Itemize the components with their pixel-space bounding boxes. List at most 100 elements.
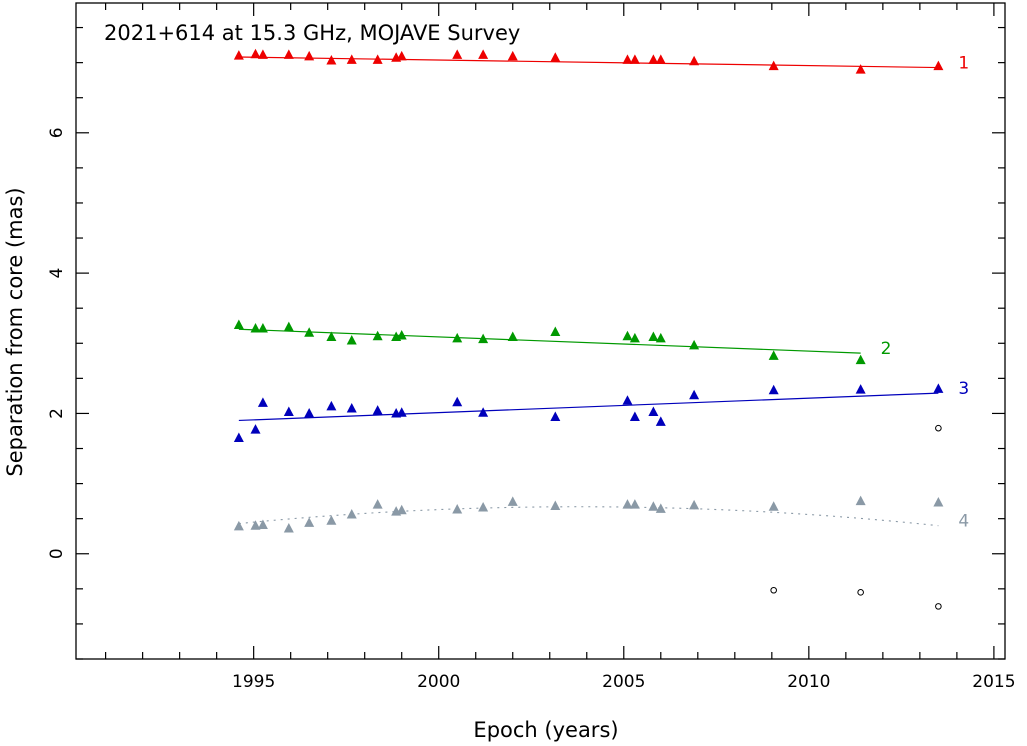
data-point-1	[250, 48, 261, 59]
x-tick-label: 1995	[232, 672, 275, 692]
data-point-1	[233, 50, 244, 60]
data-point-1	[257, 49, 268, 59]
data-point-4	[452, 504, 463, 514]
y-tick-label: 2	[47, 408, 67, 419]
data-point-2	[768, 350, 779, 360]
series-label-1: 1	[958, 54, 969, 74]
x-tick-label: 2005	[602, 672, 645, 692]
fit-line-2	[238, 328, 861, 354]
data-point-3	[326, 400, 337, 411]
data-point-1	[507, 50, 518, 61]
data-point-1	[304, 50, 315, 61]
data-point-2	[689, 339, 700, 350]
data-point-1	[326, 55, 337, 65]
data-point-3	[452, 396, 463, 407]
data-point-2	[233, 319, 244, 330]
data-point-1	[622, 54, 633, 64]
data-point-4	[507, 496, 518, 506]
data-point-2	[622, 330, 633, 341]
fit-line-4	[238, 506, 939, 527]
data-point-1	[346, 54, 357, 64]
data-point-1	[629, 54, 640, 64]
data-point-4	[655, 503, 666, 513]
data-point-2	[372, 330, 383, 341]
data-point-2	[507, 331, 518, 341]
fit-lines	[238, 56, 939, 527]
data-point-2	[478, 333, 489, 344]
data-point-3	[233, 432, 244, 442]
data-point-2	[283, 321, 294, 332]
data-point-2	[648, 331, 659, 341]
y-axis-title: Separation from core (mas)	[3, 187, 27, 476]
data-point-4	[550, 500, 561, 511]
data-point-2	[304, 327, 315, 337]
data-point-1	[283, 49, 294, 59]
series-label-2: 2	[881, 339, 892, 359]
data-point-4	[304, 517, 315, 527]
data-point-2	[257, 323, 268, 333]
data-point-unassigned	[770, 586, 777, 594]
data-point-2	[250, 323, 261, 333]
data-point-3	[283, 406, 294, 417]
data-point-1	[648, 54, 659, 64]
data-point-2	[855, 354, 866, 365]
data-point-unassigned	[857, 589, 864, 596]
data-point-2	[326, 331, 337, 341]
y-tick-label: 0	[47, 548, 67, 559]
data-point-3	[396, 407, 407, 417]
data-point-2	[550, 326, 561, 337]
data-point-4	[396, 504, 407, 515]
data-point-1	[550, 52, 561, 62]
data-point-3	[768, 384, 779, 395]
x-axis-title: Epoch (years)	[473, 718, 618, 742]
data-point-3	[250, 424, 261, 434]
data-point-4	[648, 501, 659, 511]
data-points	[233, 48, 944, 610]
data-point-1	[452, 49, 463, 59]
data-point-3	[478, 407, 489, 417]
data-point-3	[372, 405, 383, 415]
chart-title: 2021+614 at 15.3 GHz, MOJAVE Survey	[104, 21, 520, 45]
data-point-3	[346, 403, 357, 413]
data-point-4	[372, 499, 383, 509]
data-point-4	[933, 497, 944, 507]
data-point-4	[689, 499, 700, 510]
fit-line-3	[238, 392, 939, 422]
data-point-3	[655, 416, 666, 426]
data-point-3	[622, 395, 633, 405]
y-tick-label: 6	[47, 127, 67, 138]
data-point-2	[655, 332, 666, 343]
data-point-2	[629, 332, 640, 343]
fit-line-1	[238, 56, 939, 69]
data-point-2	[346, 334, 357, 345]
series-label-4: 4	[958, 512, 969, 532]
data-point-4	[478, 501, 489, 512]
data-point-4	[250, 520, 261, 530]
data-point-4	[346, 508, 357, 519]
data-point-4	[283, 523, 294, 533]
series-label-3: 3	[958, 379, 969, 399]
data-point-1	[396, 50, 407, 61]
data-point-4	[326, 515, 337, 525]
data-point-4	[257, 519, 268, 529]
data-point-3	[689, 389, 700, 400]
axis-ticks	[76, 3, 1005, 660]
data-point-4	[233, 520, 244, 531]
data-point-1	[372, 54, 383, 64]
data-point-1	[768, 60, 779, 71]
data-point-4	[629, 499, 640, 509]
data-point-4	[768, 501, 779, 511]
data-point-1	[478, 49, 489, 59]
data-point-2	[452, 332, 463, 343]
data-point-3	[304, 407, 315, 418]
data-point-1	[689, 55, 700, 66]
tick-labels: 1995 2000 2005 2010 2015 0 2 4 6	[47, 127, 1016, 692]
x-tick-label: 2000	[417, 672, 460, 692]
data-point-2	[396, 330, 407, 340]
data-point-3	[629, 411, 640, 421]
data-point-unassigned	[935, 603, 942, 610]
data-point-3	[257, 397, 268, 407]
data-point-4	[622, 499, 633, 509]
data-point-3	[550, 411, 561, 421]
